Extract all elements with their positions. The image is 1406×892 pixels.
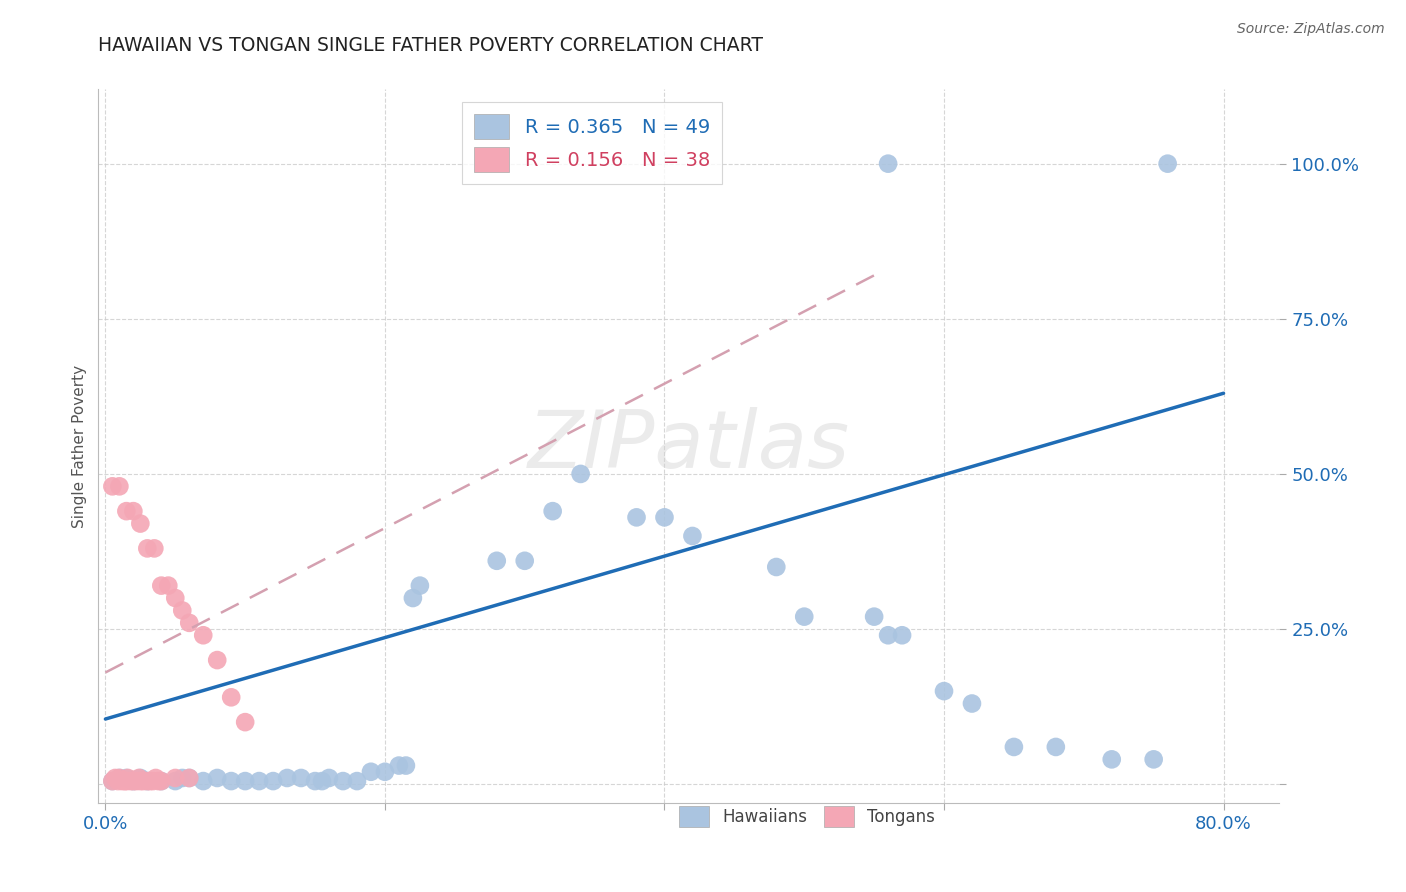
Text: ZIPatlas: ZIPatlas xyxy=(527,407,851,485)
Point xyxy=(205,771,228,785)
Point xyxy=(402,591,425,605)
Point xyxy=(1156,156,1178,170)
Text: Source: ZipAtlas.com: Source: ZipAtlas.com xyxy=(1237,22,1385,37)
Point xyxy=(311,774,333,789)
Point xyxy=(165,591,187,605)
Point xyxy=(165,771,187,785)
Point xyxy=(115,774,138,789)
Point xyxy=(332,774,354,789)
Point xyxy=(179,771,201,785)
Point xyxy=(107,774,129,789)
Point xyxy=(360,764,382,779)
Point xyxy=(318,771,340,785)
Point xyxy=(960,697,983,711)
Point xyxy=(765,560,787,574)
Point xyxy=(101,774,124,789)
Point xyxy=(179,771,201,785)
Point xyxy=(148,774,170,789)
Point xyxy=(193,774,215,789)
Point xyxy=(1045,739,1067,754)
Point xyxy=(290,771,312,785)
Point xyxy=(101,479,124,493)
Point xyxy=(569,467,592,481)
Point xyxy=(104,771,127,785)
Point xyxy=(114,774,136,789)
Text: HAWAIIAN VS TONGAN SINGLE FATHER POVERTY CORRELATION CHART: HAWAIIAN VS TONGAN SINGLE FATHER POVERTY… xyxy=(98,36,763,54)
Point xyxy=(150,579,173,593)
Point xyxy=(157,579,180,593)
Point xyxy=(172,603,194,617)
Point xyxy=(304,774,326,789)
Point xyxy=(485,554,508,568)
Point xyxy=(654,510,676,524)
Point xyxy=(541,504,564,518)
Point xyxy=(111,774,134,789)
Point xyxy=(1002,739,1025,754)
Point xyxy=(136,541,159,556)
Point xyxy=(143,541,166,556)
Point xyxy=(276,771,298,785)
Point xyxy=(233,715,256,730)
Point xyxy=(513,554,536,568)
Point xyxy=(108,771,131,785)
Point xyxy=(409,579,432,593)
Point xyxy=(932,684,955,698)
Legend: Hawaiians, Tongans: Hawaiians, Tongans xyxy=(672,799,942,834)
Point xyxy=(877,156,900,170)
Point xyxy=(120,774,142,789)
Point xyxy=(219,690,242,705)
Point xyxy=(129,516,152,531)
Point xyxy=(129,774,152,789)
Point xyxy=(122,774,145,789)
Point xyxy=(122,504,145,518)
Point xyxy=(877,628,900,642)
Point xyxy=(374,764,396,779)
Point xyxy=(129,771,152,785)
Point xyxy=(205,653,228,667)
Point xyxy=(128,771,150,785)
Y-axis label: Single Father Poverty: Single Father Poverty xyxy=(72,365,87,527)
Point xyxy=(193,628,215,642)
Point xyxy=(233,774,256,789)
Point xyxy=(1143,752,1166,766)
Point xyxy=(115,771,138,785)
Point xyxy=(165,774,187,789)
Point xyxy=(122,774,145,789)
Point xyxy=(117,771,139,785)
Point xyxy=(136,774,159,789)
Point xyxy=(793,609,815,624)
Point xyxy=(262,774,284,789)
Point xyxy=(247,774,270,789)
Point xyxy=(891,628,914,642)
Point xyxy=(172,771,194,785)
Point xyxy=(132,774,155,789)
Point xyxy=(139,774,162,789)
Point xyxy=(219,774,242,789)
Point xyxy=(863,609,886,624)
Point xyxy=(150,774,173,789)
Point xyxy=(101,774,124,789)
Point xyxy=(626,510,648,524)
Point xyxy=(125,774,148,789)
Point xyxy=(388,758,411,772)
Point xyxy=(681,529,703,543)
Point xyxy=(108,479,131,493)
Point xyxy=(145,771,167,785)
Point xyxy=(150,774,173,789)
Point xyxy=(108,771,131,785)
Point xyxy=(142,774,165,789)
Point xyxy=(115,504,138,518)
Point xyxy=(136,774,159,789)
Point xyxy=(179,615,201,630)
Point xyxy=(395,758,418,772)
Point xyxy=(346,774,368,789)
Point xyxy=(1101,752,1123,766)
